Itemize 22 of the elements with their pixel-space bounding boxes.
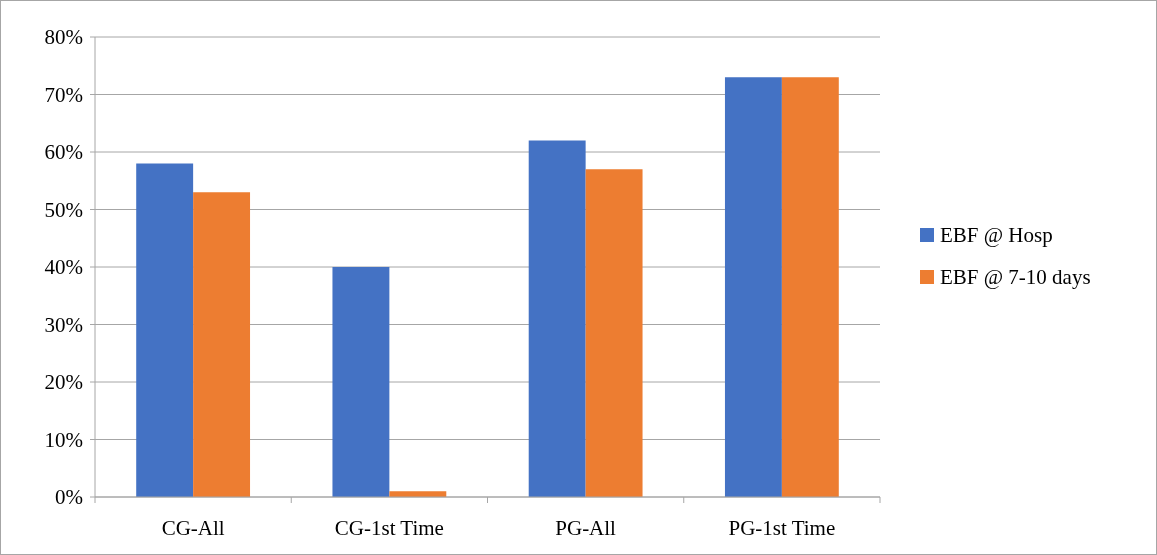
y-tick-label: 30% [44,312,83,337]
bar [193,192,251,497]
bar [332,267,390,497]
y-tick-label: 80% [44,25,83,50]
legend-label: EBF @ 7-10 days [940,265,1091,290]
bar [724,77,782,497]
y-tick-label: 20% [44,370,83,395]
y-tick-label: 40% [44,255,83,280]
bar [585,169,643,497]
legend-label: EBF @ Hosp [940,223,1053,248]
bar [136,163,194,497]
y-tick-label: 10% [44,427,83,452]
x-tick-label: PG-All [555,516,617,540]
bar [781,77,839,497]
y-tick-label: 60% [44,140,83,165]
bar [528,140,586,497]
y-tick-label: 0% [55,485,83,510]
y-tick-label: 70% [44,82,83,107]
x-tick-label: PG-1st Time [728,516,836,540]
x-tick-label: CG-1st Time [334,516,444,540]
y-tick-label: 50% [44,197,83,222]
x-tick-label: CG-All [161,516,225,540]
